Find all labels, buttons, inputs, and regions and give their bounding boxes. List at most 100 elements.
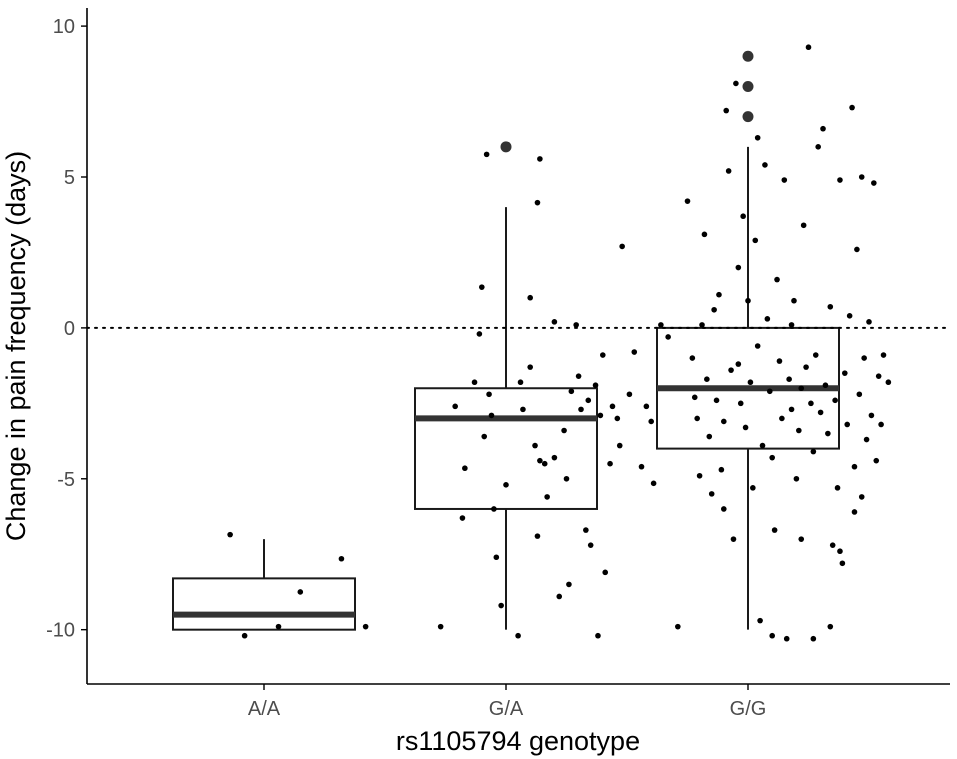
- data-point: [696, 472, 703, 479]
- data-point: [665, 334, 671, 340]
- data-point: [885, 379, 892, 386]
- data-point: [757, 617, 763, 624]
- data-point: [602, 569, 609, 576]
- outlier-point: [500, 141, 512, 153]
- data-point: [675, 623, 681, 630]
- x-tick-label: G/A: [489, 698, 524, 720]
- data-point: [858, 494, 865, 500]
- data-point: [689, 355, 696, 361]
- data-point: [691, 394, 698, 401]
- data-point: [597, 412, 604, 419]
- data-point: [437, 623, 444, 630]
- data-point: [718, 466, 725, 473]
- data-point: [583, 527, 589, 533]
- y-axis-ticks: -10 -5 0 5 10: [46, 16, 87, 642]
- data-point: [735, 361, 742, 367]
- data-point: [459, 515, 466, 521]
- y-tick-label: 10: [53, 16, 75, 38]
- data-point: [338, 555, 345, 562]
- y-tick-label: -5: [57, 469, 75, 491]
- data-point: [875, 373, 882, 379]
- data-point: [851, 463, 858, 470]
- data-point: [537, 156, 543, 162]
- data-point: [527, 364, 533, 370]
- data-point: [498, 602, 504, 609]
- data-point: [578, 406, 584, 413]
- data-point: [735, 264, 742, 271]
- data-point: [846, 313, 853, 319]
- data-point: [297, 589, 304, 595]
- data-point: [839, 560, 846, 567]
- data-point: [730, 536, 737, 542]
- data-point: [837, 548, 843, 555]
- data-point: [532, 442, 538, 449]
- outlier-point: [742, 80, 754, 92]
- data-point: [829, 542, 836, 548]
- data-point: [861, 355, 867, 361]
- data-point: [708, 491, 715, 497]
- data-point: [788, 406, 795, 413]
- data-point: [483, 151, 490, 158]
- data-point: [759, 442, 766, 449]
- data-point: [503, 482, 509, 488]
- data-point: [713, 397, 720, 404]
- data-point: [568, 388, 575, 395]
- data-point: [573, 322, 579, 328]
- data-point: [783, 635, 790, 642]
- data-point: [858, 174, 865, 180]
- data-point: [803, 364, 809, 370]
- data-point: [491, 506, 497, 512]
- data-point: [694, 415, 700, 422]
- data-point: [658, 322, 664, 328]
- data-point: [471, 379, 478, 386]
- data-point: [781, 177, 788, 183]
- data-point: [740, 213, 746, 220]
- data-point: [771, 527, 778, 533]
- data-point: [725, 168, 732, 174]
- data-point: [769, 454, 775, 461]
- data-point: [721, 418, 727, 425]
- data-point: [851, 509, 858, 515]
- data-point: [711, 306, 717, 313]
- data-point: [754, 343, 761, 349]
- data-point: [616, 442, 623, 449]
- data-point: [699, 322, 705, 328]
- data-point: [721, 506, 727, 512]
- outlier-point: [742, 111, 754, 123]
- data-point: [585, 397, 592, 404]
- data-point: [551, 319, 558, 325]
- data-point: [563, 475, 570, 482]
- data-point: [479, 284, 485, 290]
- data-point: [517, 379, 524, 386]
- data-point: [863, 436, 870, 443]
- x-tick-label: G/G: [730, 698, 767, 720]
- data-point: [837, 177, 843, 183]
- data-point: [362, 623, 369, 630]
- data-point: [704, 376, 710, 382]
- data-point: [871, 180, 877, 186]
- data-point: [544, 494, 550, 500]
- data-point: [609, 403, 616, 410]
- data-point: [842, 370, 848, 376]
- data-point: [275, 623, 282, 630]
- data-point: [880, 352, 887, 358]
- data-point: [827, 623, 834, 630]
- data-point: [600, 352, 606, 358]
- data-point: [747, 379, 754, 386]
- data-point: [481, 433, 488, 440]
- data-point: [733, 80, 739, 87]
- data-point: [537, 457, 543, 464]
- data-point: [766, 388, 773, 395]
- data-point: [810, 635, 817, 642]
- data-point: [750, 485, 756, 491]
- x-tick-label: A/A: [248, 698, 281, 720]
- data-point: [793, 475, 800, 482]
- data-point: [626, 391, 633, 398]
- data-point: [786, 376, 792, 382]
- y-tick-label: -10: [46, 620, 75, 642]
- data-point: [551, 454, 558, 461]
- data-point: [723, 107, 730, 114]
- data-point: [817, 409, 824, 416]
- data-point: [587, 542, 594, 548]
